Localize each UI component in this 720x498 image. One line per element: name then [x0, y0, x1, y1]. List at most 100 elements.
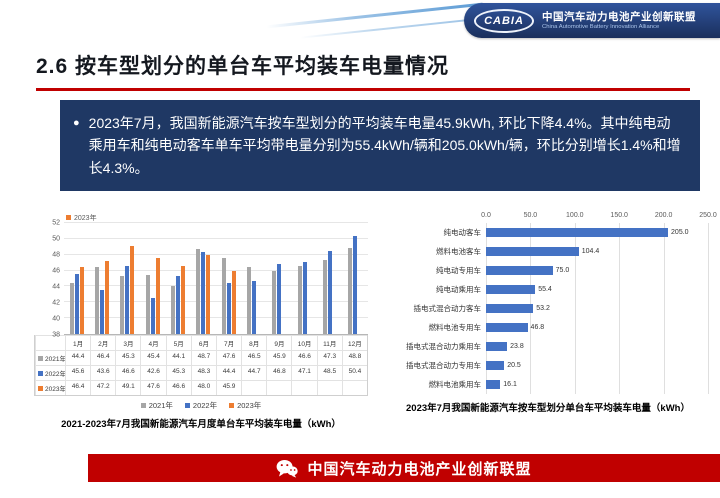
type-chart-xaxis: 0.0 50.0 100.0 150.0 200.0 250.0 — [388, 212, 717, 223]
bar — [486, 247, 579, 256]
bar — [246, 266, 251, 334]
legend-label: 2021年 — [148, 401, 173, 410]
month-label: 9月 — [266, 335, 292, 350]
category-label: 纯电动客车 — [443, 228, 482, 237]
table-value: 47.6 — [140, 380, 166, 395]
bar-group — [292, 223, 317, 334]
table-value: 46.6 — [165, 380, 191, 395]
bar — [69, 283, 74, 334]
bar — [155, 257, 160, 334]
bar — [322, 260, 327, 334]
corner-legend-label: 2023年 — [74, 214, 97, 222]
type-chart-xaxis-area: 0.0 50.0 100.0 150.0 200.0 250.0 — [481, 212, 717, 223]
bar-groups — [64, 223, 368, 334]
gridline — [64, 285, 368, 287]
value-label: 23.8 — [510, 343, 524, 350]
value-label: 55.4 — [538, 286, 552, 293]
bar — [226, 283, 231, 334]
table-value: 47.1 — [291, 365, 317, 380]
month-label: 7月 — [215, 335, 242, 350]
monthly-chart: 2023年 38 40 42 44 46 48 50 52 1月 2月 3月 4月 5月 6月 7月 8月 9… — [34, 212, 368, 430]
summary-callout: ● 2023年7月，我国新能源汽车按车型划分的平均装车电量45.9kWh, 环比… — [60, 100, 700, 192]
cabia-logo: CABIA — [474, 8, 534, 33]
bar — [486, 323, 528, 332]
bar — [302, 261, 307, 334]
table-value — [266, 380, 292, 395]
table-value: 45.9 — [266, 350, 292, 365]
table-value: 50.4 — [341, 365, 367, 380]
table-value: 47.6 — [215, 350, 242, 365]
table-value: 44.4 — [65, 350, 91, 365]
table-value: 45.4 — [140, 350, 166, 365]
month-label: 11月 — [316, 335, 342, 350]
month-label: 3月 — [115, 335, 141, 350]
gridline — [708, 223, 709, 394]
bar-group — [216, 223, 241, 334]
table-value: 44.1 — [165, 350, 191, 365]
bar — [120, 276, 125, 334]
legend-swatch — [38, 385, 43, 391]
table-value: 45.6 — [65, 365, 91, 380]
bar — [353, 235, 358, 334]
footer-text: 中国汽车动力电池产业创新联盟 — [307, 460, 532, 478]
bar — [206, 254, 211, 334]
gridline — [663, 223, 665, 394]
bar-row: 20.5 — [486, 356, 708, 375]
y-tick-label: 42 — [52, 299, 60, 307]
table-value: 46.4 — [90, 350, 116, 365]
top-swoosh-decoration — [266, 2, 484, 29]
bar-row: 23.8 — [486, 337, 708, 356]
table-value: 48.7 — [190, 350, 216, 365]
bar-group — [191, 223, 216, 334]
value-label: 205.0 — [671, 229, 689, 236]
month-label: 10月 — [291, 335, 317, 350]
bar — [130, 246, 135, 334]
bar — [486, 361, 505, 370]
bar — [125, 265, 130, 334]
table-value: 46.8 — [266, 365, 292, 380]
y-tick-label: 46 — [52, 267, 60, 275]
table-value: 46.6 — [115, 365, 141, 380]
table-value — [341, 380, 367, 395]
category-label: 插电式混合动力专用车 — [406, 361, 481, 370]
table-value: 45.3 — [165, 365, 191, 380]
value-label: 53.2 — [536, 305, 550, 312]
y-tick-label: 40 — [52, 315, 60, 323]
gridline — [64, 253, 368, 255]
monthly-chart-yaxis: 38 40 42 44 46 48 50 52 — [34, 220, 64, 339]
bar — [348, 248, 353, 334]
y-tick-label: 50 — [52, 235, 60, 243]
bar — [175, 276, 180, 334]
category-label: 插电式混合动力乘用车 — [406, 342, 481, 351]
bar-row: 46.8 — [486, 318, 708, 337]
gridline — [64, 222, 368, 223]
month-label: 8月 — [241, 335, 267, 350]
legend-item: 2022年 — [184, 400, 217, 411]
series-name: 2021年 — [45, 356, 65, 363]
bar — [486, 228, 669, 237]
table-value: 46.5 — [241, 350, 267, 365]
bar — [145, 275, 150, 334]
table-value — [241, 380, 267, 395]
table-value: 46.4 — [65, 380, 91, 395]
series-name: 2023年 — [45, 386, 65, 393]
bar — [170, 285, 175, 334]
y-tick-label: 38 — [52, 331, 60, 339]
bar — [231, 271, 236, 334]
monthly-chart-main: 38 40 42 44 46 48 50 52 — [34, 220, 368, 339]
type-chart-plot: 205.0 104.4 75.0 55.4 53.2 46.8 23.8 20.5 16.1 — [486, 223, 709, 394]
table-value: 48.0 — [190, 380, 216, 395]
bullet-icon: ● — [73, 117, 80, 129]
x-tick-label: 50.0 — [523, 212, 538, 219]
monthly-chart-caption: 2021-2023年7月我国新能源汽车月度单台车平均装车电量（kWh） — [61, 419, 341, 430]
table-value: 43.6 — [90, 365, 116, 380]
bar-group — [140, 223, 165, 334]
bar-group — [165, 223, 190, 334]
type-chart-body: 纯电动客车 燃料电池客车 纯电动专用车 纯电动乘用车 插电式混合动力客车 燃料电池专用车插… — [388, 223, 709, 394]
bar-group — [317, 223, 342, 334]
wechat-icon — [276, 459, 299, 478]
series-label: 2022年 — [35, 365, 65, 380]
monthly-chart-table: 1月 2月 3月 4月 5月 6月 7月 8月 9月 10月 11月 12月 2021年 44.4 46.4… — [34, 335, 368, 396]
corner-legend: 2023年 — [66, 212, 368, 223]
